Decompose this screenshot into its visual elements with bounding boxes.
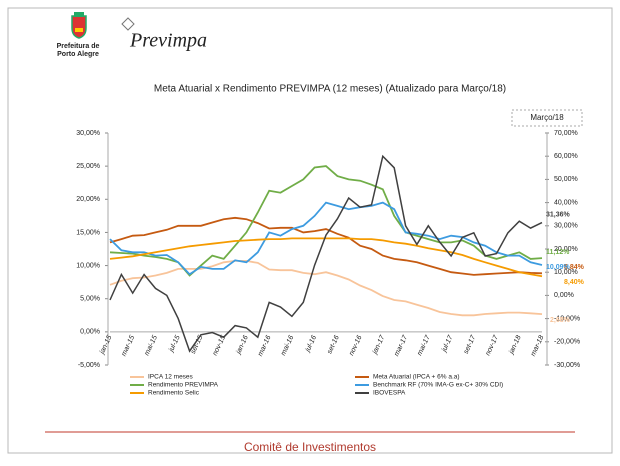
brand: Previmpa [129, 30, 207, 52]
y-tick-label: 5,00% [80, 296, 100, 303]
logo [71, 12, 87, 39]
series-line [109, 259, 543, 317]
org-name: Porto Alegre [57, 51, 99, 58]
y2-tick-label: 60,00% [554, 153, 578, 160]
y-tick-label: 25,00% [76, 163, 100, 170]
series-line [109, 216, 543, 276]
footer: Comitê de Investimentos [244, 440, 376, 454]
y-tick-label: 0,00% [80, 329, 100, 336]
y2-tick-label: 30,00% [554, 223, 578, 230]
y2-tick-label: -30,00% [554, 362, 580, 369]
annotation-box [511, 109, 583, 127]
series-line [109, 154, 543, 353]
y2-tick-label: 70,00% [554, 130, 578, 137]
y2-tick-label: 40,00% [554, 199, 578, 206]
y-tick-label: 30,00% [76, 130, 100, 137]
data-label: 2,68% [550, 317, 571, 324]
org-name: Prefeitura de [57, 43, 100, 50]
legend-label: Meta Atuarial (IPCA + 6% a.a) [373, 374, 460, 381]
y2-tick-label: 50,00% [554, 176, 578, 183]
y-tick-label: 15,00% [76, 229, 100, 236]
legend-label: IBOVESPA [373, 390, 406, 397]
legend-label: Rendimento PREVIMPA [148, 382, 219, 389]
legend-label: Benchmark RF (70% IMA-G ex-C+ 30% CDI) [373, 382, 503, 389]
y2-tick-label: -10,00% [554, 315, 580, 322]
y2-tick-label: -20,00% [554, 339, 580, 346]
data-label: 11,12% [546, 249, 570, 256]
chart-title: Meta Atuarial x Rendimento PREVIMPA (12 … [154, 84, 506, 95]
series-line [109, 201, 543, 276]
series-line [109, 237, 543, 278]
y2-tick-label: 20,00% [554, 246, 578, 253]
legend-label: Rendimento Selic [148, 390, 200, 397]
annotation: Março/18 [530, 113, 564, 122]
legend-label: IPCA 12 meses [148, 374, 194, 381]
data-label: 10,09% [546, 264, 571, 271]
data-label: 8,40% [564, 279, 585, 286]
y-tick-label: -5,00% [78, 362, 100, 369]
y-tick-label: 20,00% [76, 196, 100, 203]
data-label: 8,84% [564, 264, 585, 271]
y-tick-label: 10,00% [76, 262, 100, 269]
slide-border [7, 7, 613, 454]
data-label: 31,36% [546, 211, 571, 218]
brand-icon [121, 17, 135, 31]
y2-tick-label: 10,00% [554, 269, 578, 276]
y2-tick-label: 0,00% [554, 292, 574, 299]
